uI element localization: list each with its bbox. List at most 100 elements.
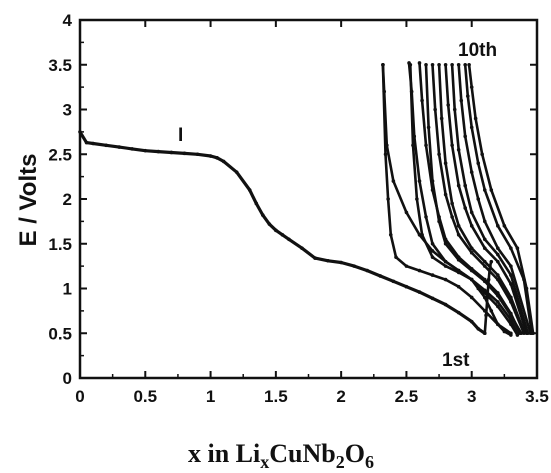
data-point bbox=[439, 116, 444, 121]
data-point bbox=[515, 246, 520, 251]
x-tick-label: 3 bbox=[467, 387, 476, 406]
data-point bbox=[463, 134, 467, 139]
y-tick-label: 2 bbox=[63, 190, 72, 209]
data-point bbox=[443, 192, 448, 197]
data-point bbox=[456, 310, 461, 315]
data-point bbox=[365, 268, 370, 273]
data-point bbox=[467, 62, 471, 67]
data-point bbox=[496, 252, 500, 257]
data-point bbox=[469, 295, 474, 300]
data-point bbox=[476, 326, 481, 331]
data-point bbox=[91, 141, 95, 146]
data-point bbox=[482, 188, 487, 192]
x-tick-label: 1 bbox=[206, 387, 215, 406]
data-point bbox=[452, 107, 457, 112]
data-point bbox=[424, 62, 428, 67]
y-tick-label: 1 bbox=[63, 280, 72, 299]
data-point bbox=[130, 147, 135, 151]
data-point bbox=[489, 309, 494, 313]
data-point bbox=[417, 233, 422, 237]
data-point bbox=[469, 250, 474, 255]
data-point bbox=[287, 237, 291, 242]
data-point bbox=[430, 241, 435, 246]
data-point bbox=[443, 259, 448, 264]
data-point bbox=[443, 62, 448, 67]
data-point bbox=[437, 62, 441, 67]
data-point bbox=[443, 264, 448, 268]
data-point bbox=[104, 143, 108, 148]
y-tick-label: 4 bbox=[63, 11, 73, 30]
data-point bbox=[502, 224, 507, 228]
data-point bbox=[417, 268, 422, 273]
y-tick-label: 2.5 bbox=[48, 145, 72, 164]
x-axis-label-sub1: x bbox=[260, 452, 269, 472]
data-point bbox=[313, 256, 317, 260]
data-point bbox=[469, 277, 474, 282]
data-point bbox=[450, 201, 454, 206]
data-point bbox=[339, 260, 343, 265]
data-point bbox=[215, 156, 219, 160]
data-point bbox=[433, 107, 437, 112]
x-tick-label: 0.5 bbox=[133, 387, 157, 406]
data-point bbox=[156, 149, 161, 154]
data-point bbox=[486, 277, 491, 282]
data-point bbox=[509, 246, 513, 251]
data-point bbox=[443, 241, 448, 246]
series-13 bbox=[456, 62, 533, 336]
data-point bbox=[496, 246, 500, 251]
data-point bbox=[234, 170, 239, 174]
data-point bbox=[383, 152, 388, 157]
series-line bbox=[437, 63, 526, 333]
data-point bbox=[473, 116, 478, 121]
data-point bbox=[430, 249, 435, 253]
data-point bbox=[420, 98, 424, 103]
data-point bbox=[509, 331, 513, 336]
series-8 bbox=[424, 62, 524, 336]
data-point bbox=[496, 273, 500, 277]
data-point bbox=[267, 222, 272, 226]
series-12 bbox=[450, 62, 530, 336]
data-point bbox=[437, 152, 441, 157]
data-point bbox=[411, 143, 415, 148]
data-point bbox=[456, 270, 461, 275]
data-point bbox=[424, 215, 428, 219]
data-point bbox=[254, 201, 259, 206]
series-10 bbox=[437, 62, 526, 334]
data-point bbox=[169, 150, 174, 155]
data-point bbox=[482, 259, 487, 264]
data-point bbox=[469, 268, 474, 273]
data-point bbox=[430, 179, 435, 183]
data-point bbox=[430, 273, 435, 277]
x-tick-label: 2.5 bbox=[395, 387, 419, 406]
data-point bbox=[443, 161, 448, 165]
series-line bbox=[418, 61, 522, 335]
data-point bbox=[480, 152, 484, 157]
data-point bbox=[463, 183, 467, 188]
x-axis-label-sub3: 6 bbox=[365, 452, 374, 472]
data-point bbox=[430, 62, 435, 67]
data-point bbox=[456, 224, 461, 228]
y-axis-label: E / Volts bbox=[15, 154, 42, 247]
data-point bbox=[300, 246, 304, 251]
data-point bbox=[482, 264, 487, 268]
y-tick-label: 3.5 bbox=[48, 56, 72, 75]
data-point bbox=[496, 304, 500, 309]
series-line bbox=[408, 63, 519, 335]
data-point bbox=[469, 319, 474, 324]
y-tick-label: 0.5 bbox=[48, 324, 72, 343]
data-point bbox=[469, 224, 474, 228]
data-point bbox=[437, 219, 441, 224]
data-point bbox=[450, 143, 454, 148]
data-point bbox=[482, 309, 487, 313]
data-point bbox=[143, 148, 148, 153]
x-axis-label: x in LixCuNb2O6 bbox=[188, 439, 374, 472]
y-tick-label: 0 bbox=[63, 369, 72, 388]
data-point bbox=[456, 183, 461, 188]
data-point bbox=[386, 197, 390, 201]
data-point bbox=[489, 188, 494, 192]
data-point bbox=[391, 279, 396, 284]
annotation-10th: 10th bbox=[458, 40, 497, 61]
y-tick-label: 1.5 bbox=[48, 235, 72, 254]
data-point bbox=[430, 296, 435, 301]
series-6 bbox=[408, 62, 520, 336]
